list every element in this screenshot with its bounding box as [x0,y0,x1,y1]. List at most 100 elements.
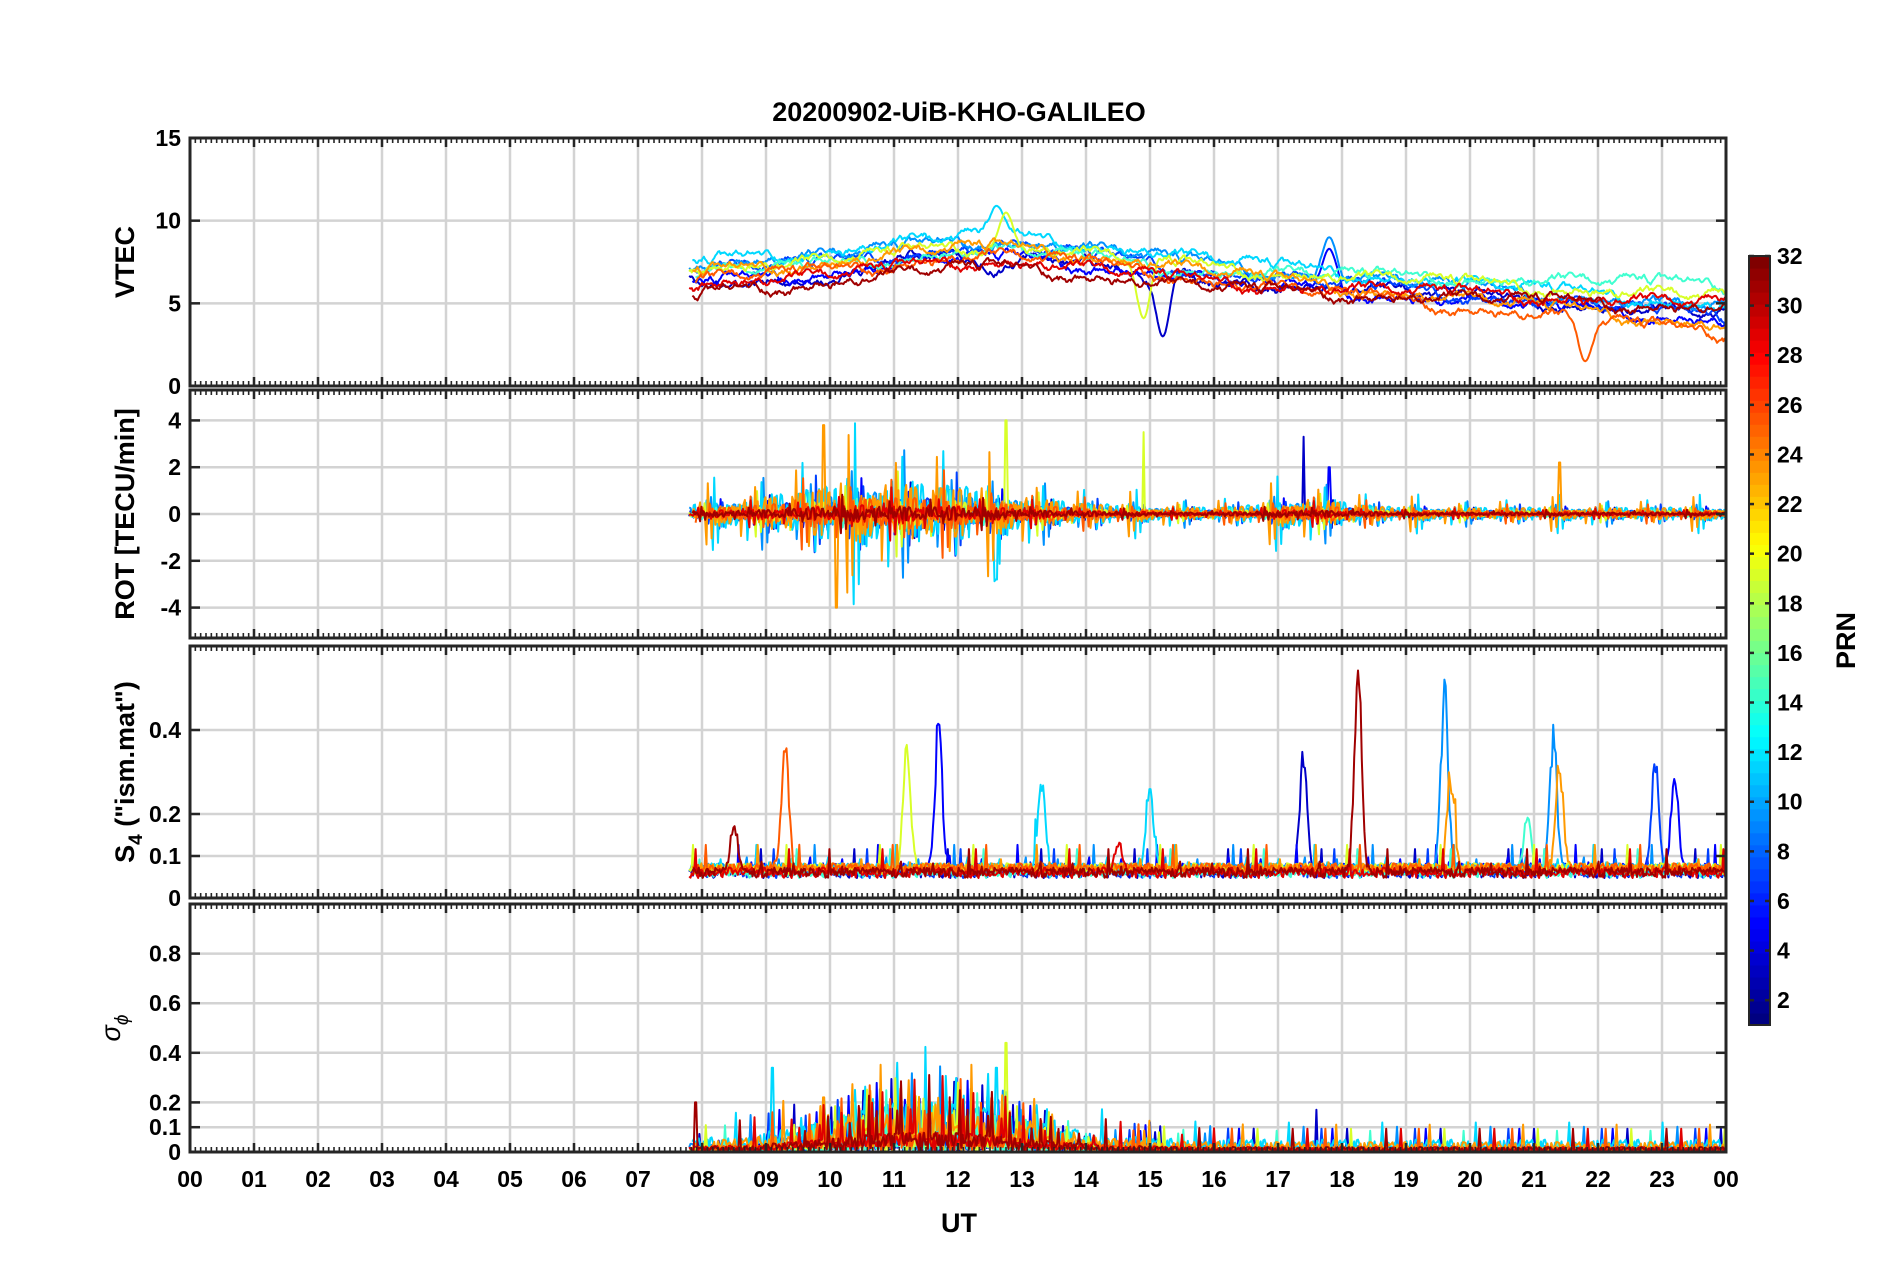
colorbar-swatch [1749,760,1770,774]
colorbar-swatch [1749,484,1770,497]
colorbar-swatch [1749,280,1770,293]
trace-prn-3 [691,722,1726,875]
y-tick-label: 0 [168,885,181,911]
colorbar-swatch [1749,628,1770,642]
colorbar-tick-label: 22 [1777,491,1803,517]
colorbar-tick-label: 4 [1777,938,1790,964]
colorbar-swatch [1749,844,1770,858]
trace-prn-19 [688,211,1726,320]
x-tick-label: 06 [561,1166,587,1192]
x-tick-label: 00 [177,1166,203,1192]
colorbar-swatch [1749,664,1770,678]
colorbar-swatch [1749,568,1770,582]
x-tick-label: 18 [1329,1166,1355,1192]
trace-prn-19 [688,743,1726,875]
panel-sigma: 00.10.2 0.4 0.6 0.8 σϕ [96,902,1728,1165]
y-axis-label: σϕ [96,1015,133,1042]
y-tick-label: 0.1 [149,1114,181,1140]
colorbar-swatch [1749,412,1770,425]
colorbar-tick-label: 24 [1777,441,1803,467]
colorbar-tick-label: 10 [1777,789,1803,815]
colorbar-swatch [1749,676,1770,690]
y-tick-label: 15 [155,125,181,151]
y-axis-label: S4 ("ism.mat") [110,681,147,863]
x-tick-label: 19 [1393,1166,1419,1192]
colorbar-swatch [1749,748,1770,762]
y-axis-label: VTEC [110,226,140,298]
x-tick-label: 04 [433,1166,459,1192]
colorbar-swatch [1749,940,1770,954]
colorbar-tick-label: 28 [1777,342,1803,368]
trace-prn-31 [691,493,1726,535]
x-tick-label: 16 [1201,1166,1227,1192]
y-tick-label: 0.1 [149,843,181,869]
colorbar-tick-label: 30 [1777,293,1803,319]
colorbar-swatch [1749,592,1770,606]
colorbar-swatch [1749,544,1770,557]
y-tick-label: 0.8 [149,941,181,967]
colorbar-swatch [1749,328,1770,341]
colorbar-swatch [1749,832,1770,846]
trace-prn-29 [688,256,1726,307]
colorbar-swatch [1749,928,1770,942]
x-tick-label: 05 [497,1166,523,1192]
colorbar-swatch [1749,964,1770,978]
colorbar-swatch [1749,724,1770,738]
trace-prn-12 [691,783,1726,875]
s4-traces [688,669,1726,879]
colorbar-swatch [1749,712,1770,726]
colorbar-swatch [1749,340,1770,353]
x-tick-label: 20 [1457,1166,1483,1192]
colorbar-label: PRN [1831,612,1861,669]
y-tick-label: 0.4 [149,1040,181,1066]
x-tick-label: 21 [1521,1166,1547,1192]
colorbar-tick-label: 20 [1777,541,1803,567]
colorbar-swatch [1749,652,1770,666]
colorbar-tick-label: 2 [1777,987,1790,1013]
y-tick-label: 0.6 [149,990,181,1016]
colorbar-swatch [1749,352,1770,365]
colorbar-swatch [1749,508,1770,521]
colorbar-swatch [1749,364,1770,377]
colorbar-swatch [1749,616,1770,630]
x-tick-label: 08 [689,1166,715,1192]
x-tick-label: 02 [305,1166,331,1192]
sigma-traces [688,1041,1726,1152]
colorbar-swatch [1749,472,1770,485]
colorbar-swatch [1749,820,1770,834]
y-tick-label: 5 [168,290,181,316]
colorbar-swatch [1749,1012,1770,1026]
y-tick-label: -2 [161,548,181,574]
colorbar-swatch [1749,436,1770,449]
colorbar-swatch [1749,904,1770,918]
panel-s4: 0 0.1 0.2 0.4S4 ("ism.mat") [110,644,1728,911]
x-tick-label: 09 [753,1166,779,1192]
y-tick-label: 4 [168,407,181,433]
colorbar-swatch [1749,892,1770,906]
colorbar-swatch [1749,808,1770,822]
x-tick-label: 07 [625,1166,651,1192]
panel-vtec: 0 5 10 15 VTEC [110,125,1728,399]
panel-rot: -4 -2 0 2 4 ROT [TECU/min] [110,388,1728,640]
x-tick-label: 15 [1137,1166,1163,1192]
x-tick-label: 03 [369,1166,395,1192]
trace-prn-19 [688,419,1726,558]
colorbar-swatch [1749,784,1770,798]
colorbar-swatch [1749,496,1770,509]
colorbar-tick-label: 14 [1777,690,1803,716]
colorbar-swatch [1749,532,1770,545]
colorbar-swatch [1749,700,1770,714]
x-tick-label: 12 [945,1166,971,1192]
colorbar-tick-label: 6 [1777,888,1790,914]
colorbar-swatch [1749,856,1770,870]
x-tick-label: 14 [1073,1166,1099,1192]
y-tick-label: -4 [161,595,182,621]
colorbar-swatch [1749,688,1770,702]
colorbar-swatch [1749,520,1770,533]
colorbar-swatch [1749,448,1770,461]
y-axis-label: ROT [TECU/min] [110,408,140,619]
colorbar-frame [1748,255,1771,1026]
trace-prn-31 [691,257,1726,315]
x-tick-label: 22 [1585,1166,1611,1192]
